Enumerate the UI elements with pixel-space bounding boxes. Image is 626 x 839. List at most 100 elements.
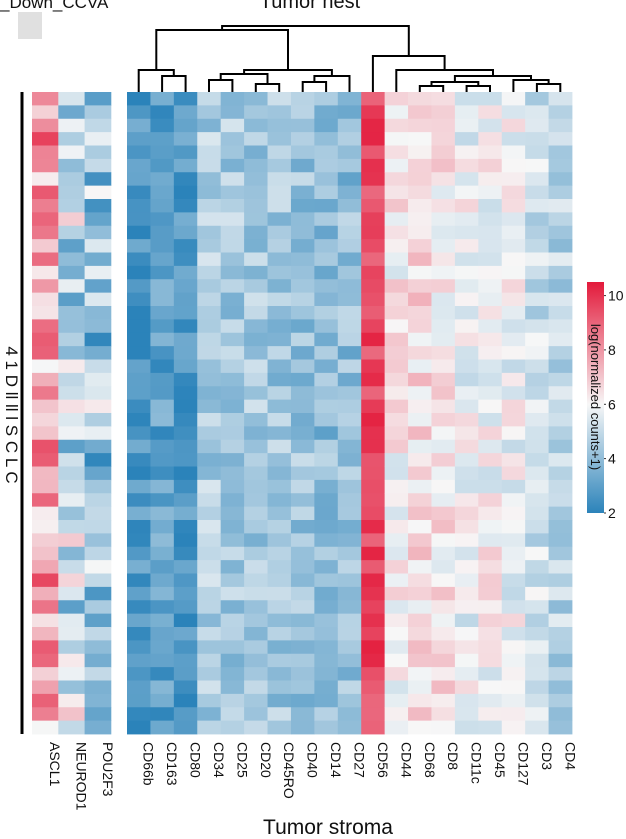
main-heatmap-cell (525, 439, 549, 454)
main-heatmap-cell (525, 118, 549, 133)
main-heatmap-cell (501, 479, 526, 494)
main-heatmap-cell (337, 386, 362, 401)
main-heatmap-cell (127, 306, 151, 320)
main-heatmap-cell (244, 546, 268, 561)
column-label: CD80 (188, 742, 204, 778)
left-heatmap-cell (58, 306, 85, 320)
main-heatmap-cell (173, 332, 198, 347)
left-heatmap-cell (84, 359, 112, 374)
main-heatmap-cell (127, 667, 151, 681)
left-heatmap-cell (58, 640, 85, 655)
left-heatmap-cell (32, 466, 59, 481)
main-heatmap-cell (290, 466, 315, 481)
left-heatmap-cell (32, 118, 59, 133)
main-heatmap-cell (454, 506, 479, 521)
main-heatmap-cell (337, 667, 362, 681)
main-heatmap-cell (525, 453, 549, 467)
main-heatmap-cell (525, 306, 549, 320)
main-heatmap-cell (361, 332, 386, 347)
main-heatmap-cell (150, 493, 175, 508)
main-heatmap-cell (454, 560, 479, 574)
main-heatmap-cell (244, 239, 268, 253)
main-heatmap-cell (548, 306, 573, 320)
left-heatmap-cell (58, 279, 85, 294)
main-heatmap-cell (337, 359, 362, 374)
main-heatmap-cell (290, 439, 315, 454)
left-heatmap-cell (32, 720, 59, 735)
main-heatmap-cell (454, 279, 479, 294)
main-heatmap-cell (127, 145, 151, 160)
left-heatmap-cell (58, 265, 85, 280)
main-heatmap-cell (431, 667, 456, 681)
main-heatmap-cell (244, 426, 268, 441)
main-heatmap-cell (150, 680, 175, 695)
main-heatmap-cell (548, 453, 573, 467)
main-heatmap-cell (548, 199, 573, 213)
left-heatmap-cell (58, 693, 85, 708)
main-heatmap-cell (290, 172, 315, 187)
main-heatmap-cell (408, 600, 432, 615)
main-heatmap-cell (384, 372, 409, 387)
main-heatmap-cell (408, 413, 432, 427)
main-heatmap-cell (244, 346, 268, 360)
main-heatmap-cell (197, 185, 222, 200)
main-heatmap-cell (150, 653, 175, 668)
main-heatmap-cell (173, 118, 198, 133)
main-heatmap-cell (361, 239, 386, 253)
main-heatmap-cell (197, 212, 222, 227)
main-heatmap-cell (408, 158, 432, 173)
left-heatmap-cell (84, 185, 112, 200)
main-heatmap-cell (408, 118, 432, 133)
main-heatmap-cell (548, 546, 573, 561)
main-heatmap-cell (173, 372, 198, 387)
main-heatmap-cell (454, 493, 479, 508)
row-annotation-label: POU2F3 (100, 742, 116, 797)
main-heatmap-cell (220, 520, 245, 534)
main-heatmap-cell (314, 533, 339, 548)
main-heatmap-cell (478, 439, 503, 454)
main-heatmap-cell (173, 720, 198, 735)
main-heatmap-cell (501, 92, 526, 106)
main-heatmap-cell (501, 172, 526, 187)
main-heatmap-cell (150, 693, 175, 708)
main-heatmap-cell (384, 680, 409, 695)
main-heatmap-cell (525, 239, 549, 253)
main-heatmap-cell (173, 560, 198, 574)
main-heatmap-cell (150, 573, 175, 588)
main-heatmap-cell (150, 319, 175, 334)
left-heatmap-cell (32, 399, 59, 414)
main-heatmap-cell (431, 225, 456, 240)
dendrogram-link (155, 29, 289, 70)
main-heatmap-cell (431, 693, 456, 708)
main-heatmap-cell (501, 292, 526, 307)
main-heatmap-cell (314, 92, 339, 106)
main-heatmap-cell (314, 613, 339, 628)
main-heatmap-cell (197, 653, 222, 668)
main-heatmap-cell (314, 546, 339, 561)
main-heatmap-cell (267, 693, 292, 708)
main-heatmap-cell (220, 453, 245, 467)
main-heatmap-cell (314, 680, 339, 695)
left-heatmap-cell (32, 520, 59, 534)
main-heatmap-cell (267, 560, 292, 574)
main-heatmap-cell (244, 306, 268, 320)
main-heatmap-cell (454, 132, 479, 146)
main-heatmap-cell (314, 252, 339, 267)
main-heatmap-cell (384, 145, 409, 160)
main-heatmap-cell (127, 372, 151, 387)
main-heatmap-cell (408, 520, 432, 534)
main-heatmap-cell (361, 386, 386, 401)
left-heatmap-cell (84, 560, 112, 574)
main-heatmap-cell (220, 667, 245, 681)
main-heatmap-cell (525, 172, 549, 187)
main-heatmap-cell (314, 225, 339, 240)
main-heatmap-cell (290, 359, 315, 374)
main-heatmap-cell (314, 627, 339, 641)
left-heatmap-cell (32, 479, 59, 494)
main-heatmap-cell (244, 359, 268, 374)
main-heatmap-cell (431, 493, 456, 508)
main-heatmap-cell (290, 185, 315, 200)
main-heatmap-cell (478, 560, 503, 574)
main-heatmap-cell (384, 332, 409, 347)
left-heatmap-cell (84, 439, 112, 454)
